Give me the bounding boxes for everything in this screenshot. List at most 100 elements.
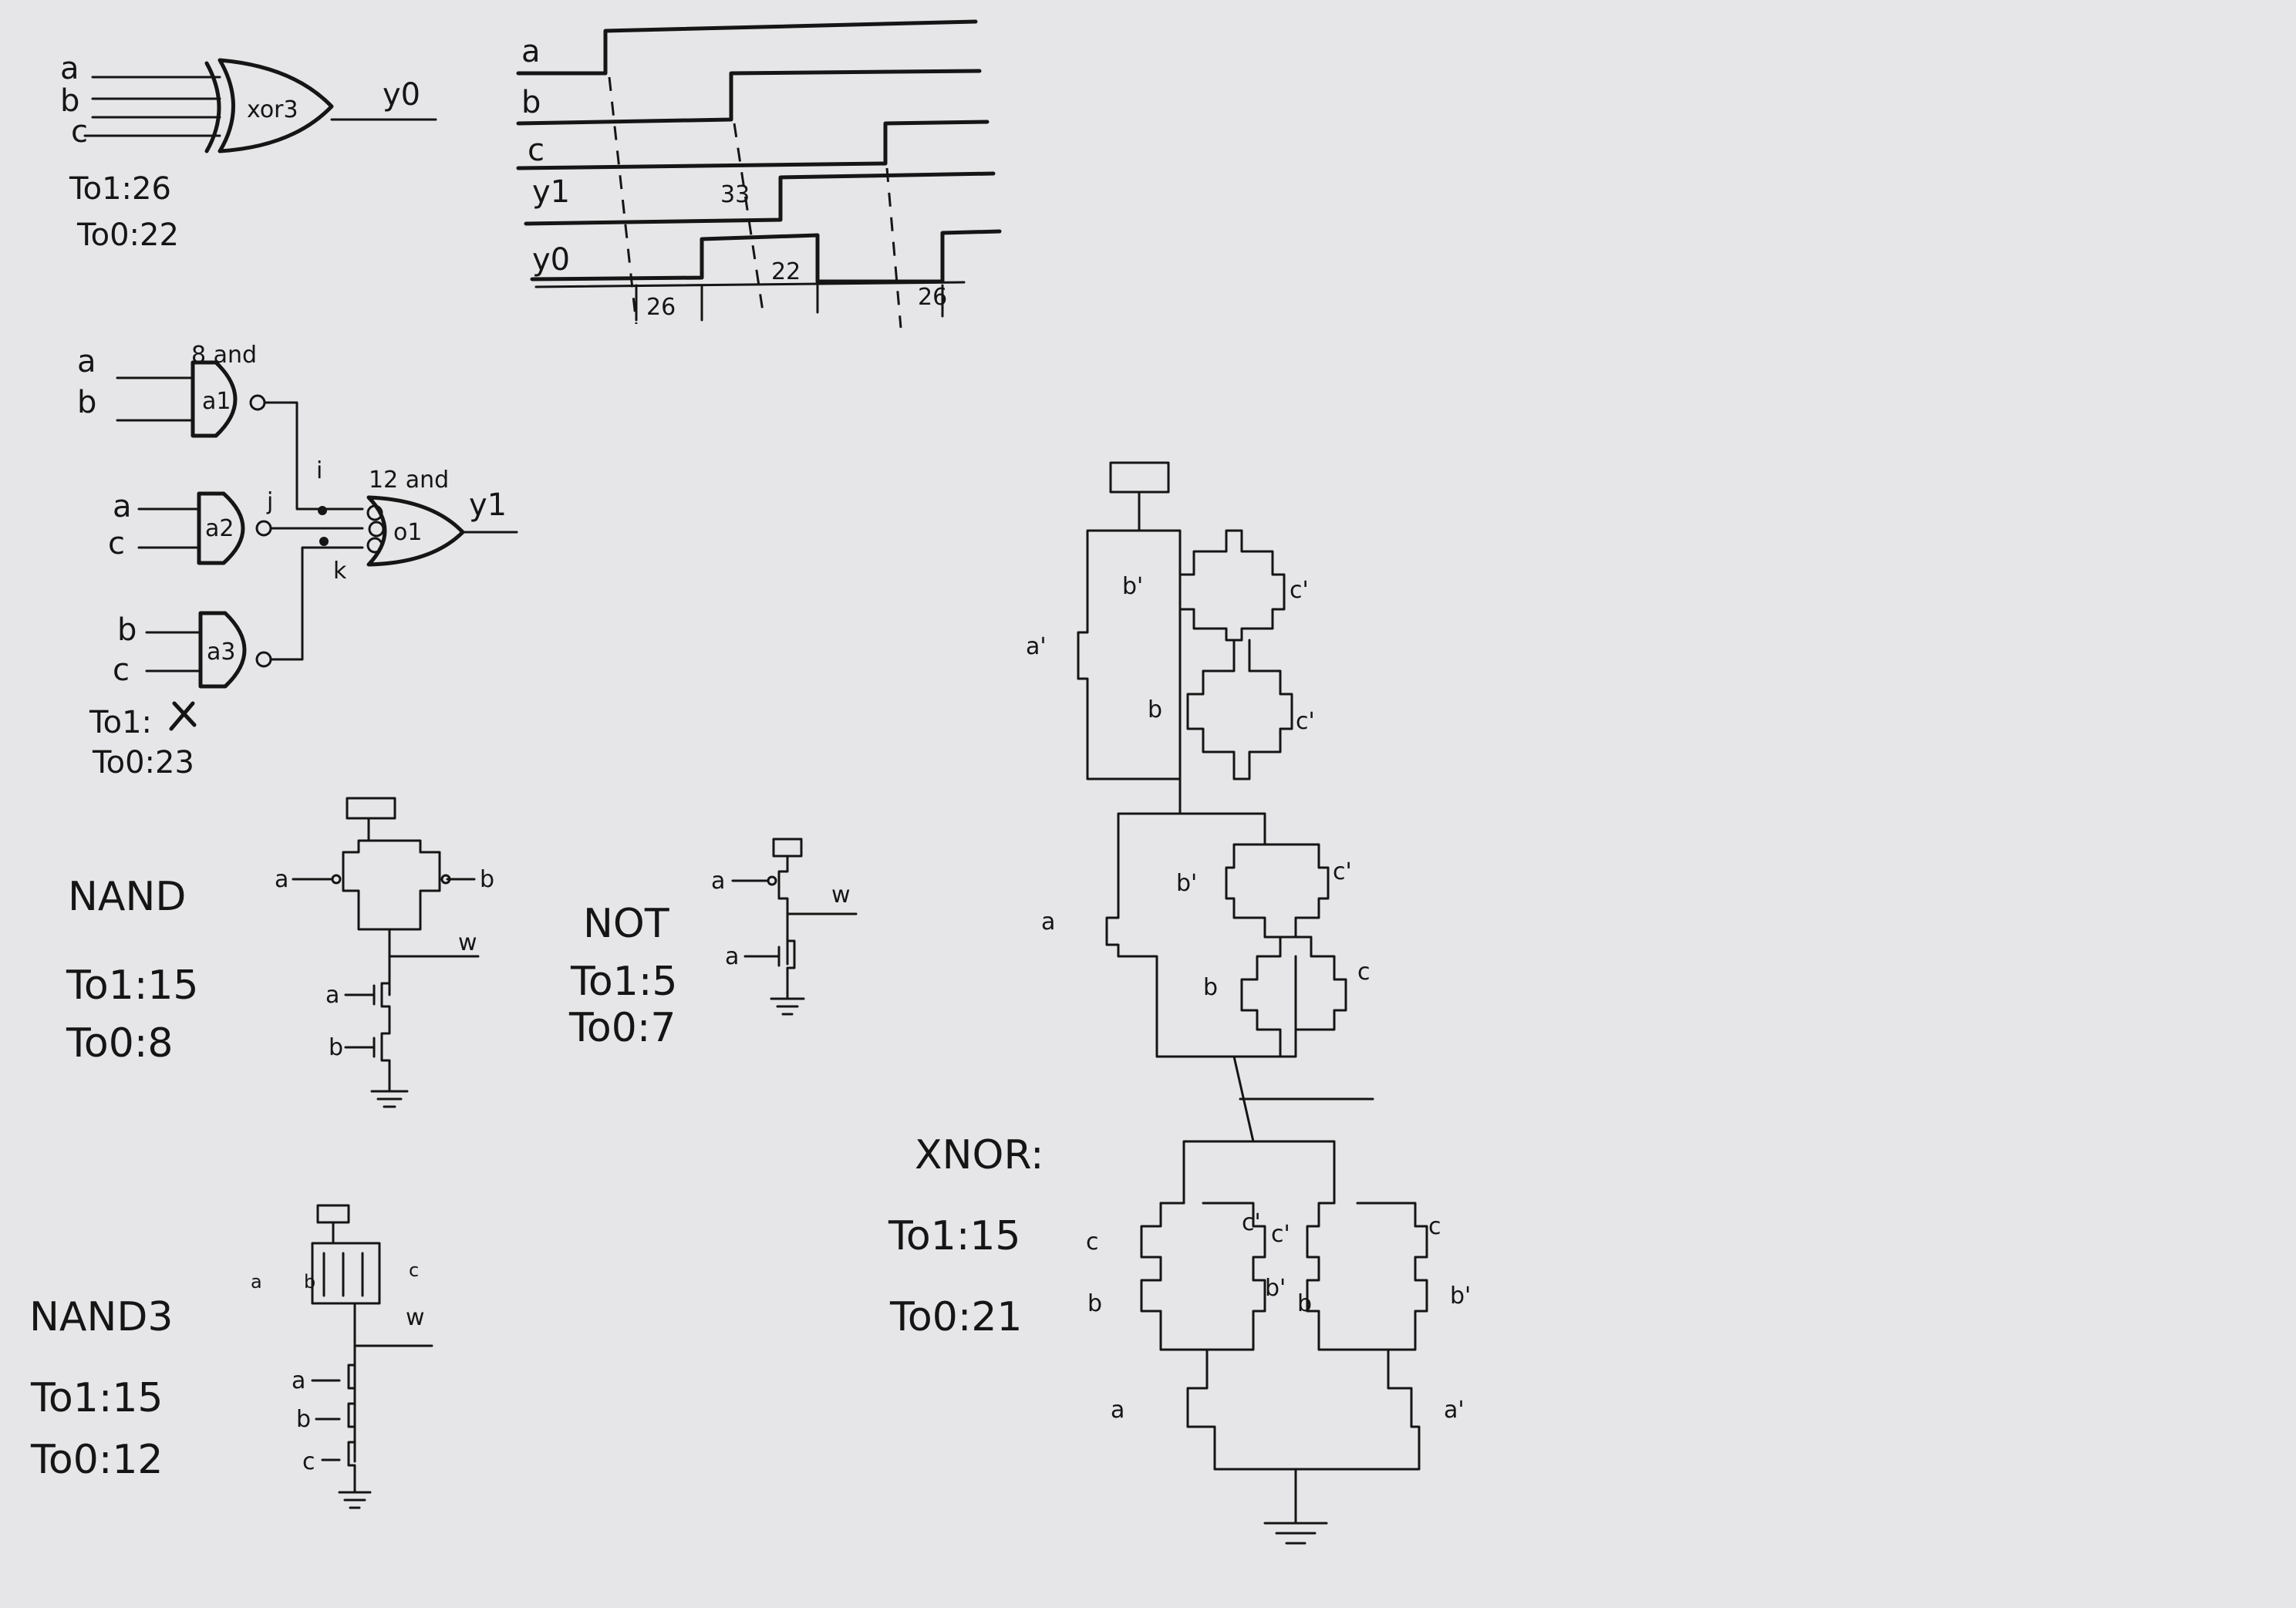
timing-label-c: c	[528, 133, 544, 168]
and3-label: a3	[207, 639, 235, 666]
timing-label-y0: y0	[532, 242, 570, 278]
xnor-title: XNOR:	[915, 1132, 1044, 1178]
or-gate-body	[366, 495, 465, 567]
xnor-pu-c-prime: c'	[1290, 577, 1309, 604]
nand-pulldown	[380, 982, 391, 1093]
and2-label: a2	[205, 515, 234, 542]
timing-wave-a	[516, 19, 978, 76]
xnor-pu-c-prime-3: c'	[1333, 858, 1352, 885]
xnor-pd-c-2: c	[1428, 1213, 1441, 1240]
sop-t00: To0:23	[92, 745, 194, 780]
nand3-nmos-c: c	[302, 1448, 315, 1475]
node-k-label: k	[333, 558, 347, 585]
wire-i	[263, 401, 364, 511]
sop-block: 8 and a b a1 a c a2 b c a3 i j k o1 12 a…	[77, 342, 518, 780]
and3-bubble	[255, 651, 272, 668]
timing-wave-y1	[524, 171, 996, 226]
and2-input-c: c	[108, 526, 125, 561]
timing-delay-1: 26	[646, 294, 676, 321]
xnor-pu1-bottom-transistor	[1186, 639, 1293, 780]
xor-extra-arc	[204, 61, 221, 153]
timing-wave-y0	[530, 229, 1002, 284]
and1-delay: 8 and	[191, 342, 257, 369]
nand-nmos-a-gate	[344, 984, 376, 1006]
node-j-label: j	[266, 488, 273, 515]
xnor-block: XNOR: To1:15 To0:21 a' b' c' b c' a b' c…	[888, 461, 1471, 1545]
and3-input-c: c	[113, 652, 130, 688]
timing-label-a: a	[521, 34, 541, 69]
nand-block: NAND To1:15 To0:8 a b w a b	[66, 797, 494, 1108]
xnor-pu-b-2: b	[1203, 974, 1218, 1001]
xnor-t01: To1:15	[888, 1213, 1021, 1259]
and1-bubble	[249, 394, 266, 411]
and3-input-b: b	[117, 612, 137, 648]
sop-t01-scribble	[169, 701, 197, 731]
timing-delay-y1: 33	[720, 181, 750, 208]
and3-inputs	[145, 631, 202, 673]
not-block: NOT To1:5 To0:7 a w a	[568, 838, 858, 1051]
not-nmos	[786, 939, 796, 1000]
xnor-pd-b-2: b	[1297, 1290, 1312, 1317]
not-pmos-bubble	[767, 875, 777, 886]
nand3-pulldown	[347, 1364, 356, 1494]
sop-t01: To1:	[89, 705, 152, 740]
not-nmos-a: a	[725, 943, 739, 970]
nand-t00: To0:8	[66, 1020, 173, 1067]
and1-inputs	[116, 376, 194, 422]
nand-pmos-b: b	[480, 866, 494, 893]
timing-wave-b	[516, 69, 982, 126]
xnor-pd-a-prime: a'	[1444, 1397, 1465, 1424]
timing-delay-2: 22	[771, 258, 801, 285]
not-t00: To0:7	[568, 1005, 676, 1051]
xor-input-wires	[83, 76, 221, 137]
xnor-vdd	[1109, 461, 1170, 494]
and1-input-b: b	[77, 385, 96, 420]
not-output-label: w	[831, 882, 851, 909]
xnor-pu-a-prime: a'	[1026, 633, 1047, 660]
xor-t00: To0:22	[76, 217, 179, 253]
nand3-nmos-a: a	[292, 1367, 305, 1394]
xnor-pu-a: a	[1041, 909, 1055, 935]
timing-time-axis	[534, 281, 966, 288]
node-i-label: i	[316, 457, 322, 484]
xor-t01: To1:26	[69, 171, 171, 207]
sop-output-label: y1	[469, 487, 507, 523]
xnor-ground	[1263, 1468, 1328, 1545]
xnor-pu-b: b	[1148, 696, 1162, 723]
or-bubble-2	[368, 521, 385, 538]
xnor-pu1-frame	[1077, 490, 1182, 780]
xor-gate-label: xor3	[247, 96, 298, 123]
nand-pullup	[342, 817, 441, 931]
xnor-pu2-top-transistor	[1225, 843, 1330, 939]
timing-bracket-1	[635, 284, 703, 322]
nand3-output-wire	[353, 1302, 433, 1463]
and2-inputs	[137, 507, 201, 549]
xor-gate-body	[217, 58, 334, 153]
xnor-pd-c: c	[1086, 1229, 1099, 1256]
nand3-pmos-b: b	[304, 1271, 315, 1293]
xnor-pd-right-network	[1306, 1202, 1428, 1351]
timing-guide-2	[733, 123, 765, 317]
not-vdd	[772, 838, 803, 858]
timing-label-y1: y1	[532, 174, 570, 210]
not-pmos-a: a	[711, 868, 725, 895]
nand-output-label: w	[458, 929, 477, 956]
and2-body	[197, 491, 245, 565]
not-t01: To1:5	[570, 959, 677, 1005]
and2-input-a: a	[113, 489, 132, 524]
nand-title: NAND	[68, 874, 186, 920]
nand-nmos-b: b	[329, 1034, 343, 1061]
and2-bubble	[255, 520, 272, 537]
not-title: NOT	[583, 901, 669, 947]
xnor-pu-b-prime: b'	[1122, 573, 1143, 600]
not-pmos	[777, 855, 789, 966]
and1-body	[190, 360, 238, 438]
nand3-pmos-a: a	[251, 1271, 262, 1293]
timing-wave-c	[516, 120, 990, 170]
not-ground	[770, 997, 805, 1016]
xnor-pd-top-bus	[1182, 1140, 1336, 1205]
or-gate-delay: 12 and	[369, 467, 449, 494]
and3-body	[198, 611, 247, 689]
nand3-pmos-c: c	[409, 1259, 419, 1281]
